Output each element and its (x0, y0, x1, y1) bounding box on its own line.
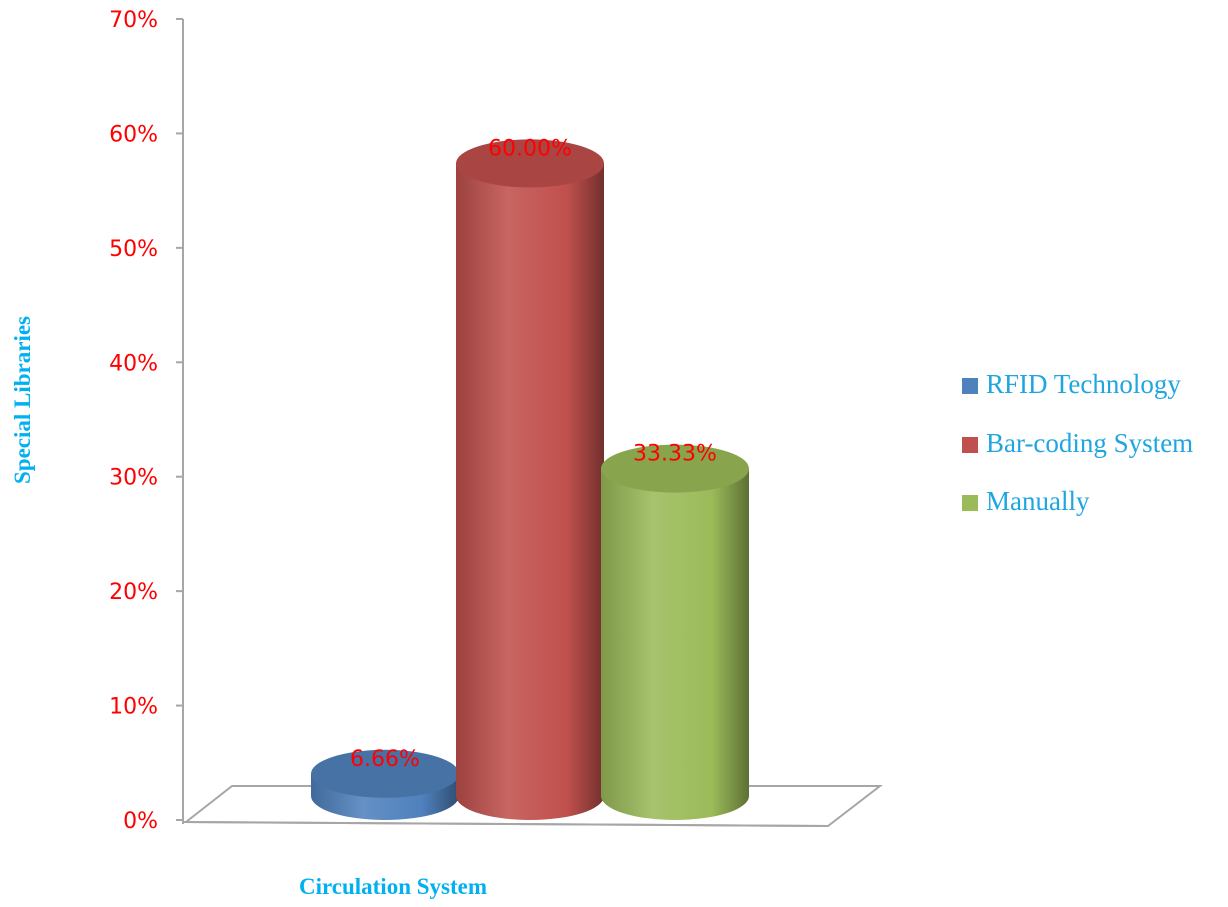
data-labels: 6.66% 60.00% 33.33% (350, 136, 717, 771)
legend-label: Manually (986, 486, 1090, 516)
legend-item: Bar-coding System (962, 428, 1193, 458)
legend-swatch (962, 495, 978, 511)
y-tick-label: 30% (109, 466, 158, 491)
legend-item: RFID Technology (962, 369, 1181, 399)
legend: RFID Technology Bar-coding System Manually (962, 369, 1193, 516)
bars (311, 139, 749, 820)
legend-swatch (962, 378, 978, 394)
bar-rfid-technology (311, 749, 459, 820)
y-tick-label: 50% (109, 237, 158, 262)
y-axis (176, 18, 829, 827)
y-tick-labels: 0% 10% 20% 30% 40% 50% 60% 70% (109, 8, 158, 834)
bar-body (601, 468, 749, 820)
data-label: 6.66% (350, 747, 420, 772)
y-axis-title: Special Libraries (10, 316, 35, 484)
bar-bar-coding-system (456, 139, 604, 820)
legend-swatch (962, 437, 978, 453)
y-tick-label: 0% (123, 809, 158, 834)
y-tick-label: 70% (109, 8, 158, 33)
legend-label: Bar-coding System (986, 428, 1193, 458)
bar-top (456, 139, 604, 188)
y-tick-label: 10% (109, 695, 158, 720)
y-tick-label: 20% (109, 580, 158, 605)
bar-top (311, 749, 459, 798)
y-tick-label: 40% (109, 351, 158, 376)
data-label: 33.33% (633, 442, 717, 467)
bar-manually (601, 444, 749, 820)
y-tick-label: 60% (109, 122, 158, 147)
data-label: 60.00% (488, 136, 572, 161)
legend-label: RFID Technology (986, 369, 1181, 399)
legend-item: Manually (962, 486, 1090, 516)
bar-top (601, 444, 749, 493)
x-axis-title: Circulation System (299, 874, 487, 899)
x-axis-line (182, 821, 829, 827)
bar-body (456, 163, 604, 820)
